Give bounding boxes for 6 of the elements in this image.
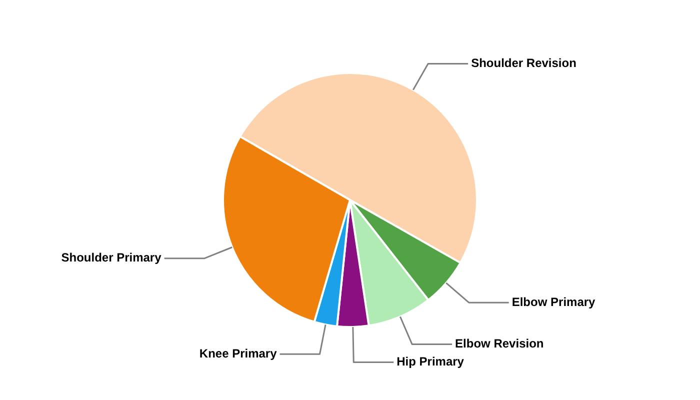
slice-label: Hip Primary — [396, 354, 464, 369]
slice-label: Shoulder Primary — [61, 250, 162, 265]
slice-label: Knee Primary — [199, 346, 278, 360]
slice-label: Elbow Primary — [512, 294, 596, 309]
slice-label: Elbow Revision — [455, 336, 544, 351]
slice-label: Shoulder Revision — [471, 56, 576, 70]
